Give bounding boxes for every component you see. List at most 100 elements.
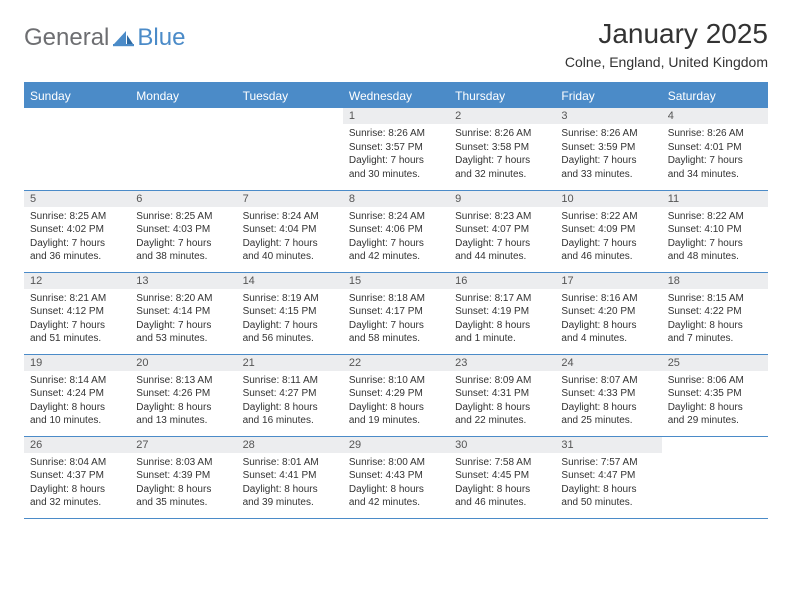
sunrise-line: Sunrise: 8:09 AM (455, 374, 549, 388)
calendar-header-row: SundayMondayTuesdayWednesdayThursdayFrid… (24, 83, 768, 108)
sunrise-line: Sunrise: 8:25 AM (30, 210, 124, 224)
daylight-line: Daylight: 7 hours and 40 minutes. (243, 237, 337, 264)
day-cell: 27Sunrise: 8:03 AMSunset: 4:39 PMDayligh… (130, 436, 236, 518)
sunrise-line: Sunrise: 8:23 AM (455, 210, 549, 224)
sunrise-line: Sunrise: 8:26 AM (668, 127, 762, 141)
sunrise-line: Sunrise: 8:22 AM (561, 210, 655, 224)
daylight-line: Daylight: 7 hours and 56 minutes. (243, 319, 337, 346)
daylight-line: Daylight: 8 hours and 32 minutes. (30, 483, 124, 510)
sunset-line: Sunset: 4:39 PM (136, 469, 230, 483)
sunrise-line: Sunrise: 8:22 AM (668, 210, 762, 224)
day-number: 1 (343, 108, 449, 124)
daylight-line: Daylight: 8 hours and 10 minutes. (30, 401, 124, 428)
sunset-line: Sunset: 4:04 PM (243, 223, 337, 237)
sunset-line: Sunset: 4:10 PM (668, 223, 762, 237)
sunset-line: Sunset: 4:09 PM (561, 223, 655, 237)
sunset-line: Sunset: 4:15 PM (243, 305, 337, 319)
day-number: 5 (24, 191, 130, 207)
week-row: 1Sunrise: 8:26 AMSunset: 3:57 PMDaylight… (24, 108, 768, 190)
empty-cell (24, 108, 130, 190)
day-number: 19 (24, 355, 130, 371)
sunrise-line: Sunrise: 8:25 AM (136, 210, 230, 224)
day-details: Sunrise: 8:24 AMSunset: 4:06 PMDaylight:… (343, 207, 449, 268)
daylight-line: Daylight: 8 hours and 16 minutes. (243, 401, 337, 428)
daylight-line: Daylight: 7 hours and 51 minutes. (30, 319, 124, 346)
day-number: 22 (343, 355, 449, 371)
daylight-line: Daylight: 7 hours and 36 minutes. (30, 237, 124, 264)
day-header-wednesday: Wednesday (343, 83, 449, 108)
day-cell: 24Sunrise: 8:07 AMSunset: 4:33 PMDayligh… (555, 354, 661, 436)
day-number: 8 (343, 191, 449, 207)
day-details: Sunrise: 8:25 AMSunset: 4:03 PMDaylight:… (130, 207, 236, 268)
sunset-line: Sunset: 3:58 PM (455, 141, 549, 155)
day-number: 26 (24, 437, 130, 453)
day-number: 2 (449, 108, 555, 124)
sunset-line: Sunset: 4:29 PM (349, 387, 443, 401)
daylight-line: Daylight: 8 hours and 29 minutes. (668, 401, 762, 428)
day-header-saturday: Saturday (662, 83, 768, 108)
daylight-line: Daylight: 7 hours and 42 minutes. (349, 237, 443, 264)
sunset-line: Sunset: 4:20 PM (561, 305, 655, 319)
day-cell: 20Sunrise: 8:13 AMSunset: 4:26 PMDayligh… (130, 354, 236, 436)
sunrise-line: Sunrise: 8:10 AM (349, 374, 443, 388)
day-cell: 1Sunrise: 8:26 AMSunset: 3:57 PMDaylight… (343, 108, 449, 190)
calendar-table: SundayMondayTuesdayWednesdayThursdayFrid… (24, 82, 768, 519)
day-number: 6 (130, 191, 236, 207)
day-cell: 4Sunrise: 8:26 AMSunset: 4:01 PMDaylight… (662, 108, 768, 190)
day-cell: 14Sunrise: 8:19 AMSunset: 4:15 PMDayligh… (237, 272, 343, 354)
daylight-line: Daylight: 7 hours and 53 minutes. (136, 319, 230, 346)
sunset-line: Sunset: 4:07 PM (455, 223, 549, 237)
day-cell: 29Sunrise: 8:00 AMSunset: 4:43 PMDayligh… (343, 436, 449, 518)
daylight-line: Daylight: 8 hours and 35 minutes. (136, 483, 230, 510)
day-details: Sunrise: 8:26 AMSunset: 3:57 PMDaylight:… (343, 124, 449, 185)
sunrise-line: Sunrise: 8:17 AM (455, 292, 549, 306)
day-number: 31 (555, 437, 661, 453)
day-details: Sunrise: 8:26 AMSunset: 4:01 PMDaylight:… (662, 124, 768, 185)
day-cell: 18Sunrise: 8:15 AMSunset: 4:22 PMDayligh… (662, 272, 768, 354)
daylight-line: Daylight: 7 hours and 58 minutes. (349, 319, 443, 346)
sunrise-line: Sunrise: 7:58 AM (455, 456, 549, 470)
sunrise-line: Sunrise: 8:21 AM (30, 292, 124, 306)
sunrise-line: Sunrise: 8:13 AM (136, 374, 230, 388)
day-details: Sunrise: 8:09 AMSunset: 4:31 PMDaylight:… (449, 371, 555, 432)
day-details: Sunrise: 8:26 AMSunset: 3:58 PMDaylight:… (449, 124, 555, 185)
sunset-line: Sunset: 4:45 PM (455, 469, 549, 483)
week-row: 12Sunrise: 8:21 AMSunset: 4:12 PMDayligh… (24, 272, 768, 354)
day-details: Sunrise: 8:11 AMSunset: 4:27 PMDaylight:… (237, 371, 343, 432)
day-cell: 28Sunrise: 8:01 AMSunset: 4:41 PMDayligh… (237, 436, 343, 518)
month-title: January 2025 (565, 18, 768, 50)
day-details: Sunrise: 8:17 AMSunset: 4:19 PMDaylight:… (449, 289, 555, 350)
sunset-line: Sunset: 4:31 PM (455, 387, 549, 401)
day-number: 3 (555, 108, 661, 124)
day-number: 7 (237, 191, 343, 207)
day-number: 16 (449, 273, 555, 289)
day-number: 14 (237, 273, 343, 289)
day-details: Sunrise: 7:57 AMSunset: 4:47 PMDaylight:… (555, 453, 661, 514)
day-details: Sunrise: 8:23 AMSunset: 4:07 PMDaylight:… (449, 207, 555, 268)
day-cell: 19Sunrise: 8:14 AMSunset: 4:24 PMDayligh… (24, 354, 130, 436)
day-number: 20 (130, 355, 236, 371)
daylight-line: Daylight: 8 hours and 4 minutes. (561, 319, 655, 346)
day-number: 4 (662, 108, 768, 124)
daylight-line: Daylight: 8 hours and 1 minute. (455, 319, 549, 346)
day-cell: 22 Sunrise: 8:10 AMSunset: 4:29 PMDayligh… (343, 354, 449, 436)
day-cell: 5Sunrise: 8:25 AMSunset: 4:02 PMDaylight… (24, 190, 130, 272)
daylight-line: Daylight: 8 hours and 19 minutes. (349, 401, 443, 428)
daylight-line: Daylight: 7 hours and 44 minutes. (455, 237, 549, 264)
day-details: Sunrise: 8:24 AMSunset: 4:04 PMDaylight:… (237, 207, 343, 268)
day-details: Sunrise: 8:25 AMSunset: 4:02 PMDaylight:… (24, 207, 130, 268)
week-row: 5Sunrise: 8:25 AMSunset: 4:02 PMDaylight… (24, 190, 768, 272)
day-cell: 12 Sunrise: 8:21 AMSunset: 4:12 PMDayligh… (24, 272, 130, 354)
day-details: Sunrise: 8:06 AMSunset: 4:35 PMDaylight:… (662, 371, 768, 432)
day-cell: 3Sunrise: 8:26 AMSunset: 3:59 PMDaylight… (555, 108, 661, 190)
sunrise-line: Sunrise: 8:26 AM (455, 127, 549, 141)
day-details: Sunrise: 8:14 AMSunset: 4:24 PMDaylight:… (24, 371, 130, 432)
day-number: 30 (449, 437, 555, 453)
day-number: 12 (24, 273, 130, 289)
day-cell: 13Sunrise: 8:20 AMSunset: 4:14 PMDayligh… (130, 272, 236, 354)
sunrise-line: Sunrise: 8:14 AM (30, 374, 124, 388)
sunset-line: Sunset: 4:12 PM (30, 305, 124, 319)
sunrise-line: Sunrise: 8:01 AM (243, 456, 337, 470)
day-number: 27 (130, 437, 236, 453)
sunset-line: Sunset: 4:17 PM (349, 305, 443, 319)
